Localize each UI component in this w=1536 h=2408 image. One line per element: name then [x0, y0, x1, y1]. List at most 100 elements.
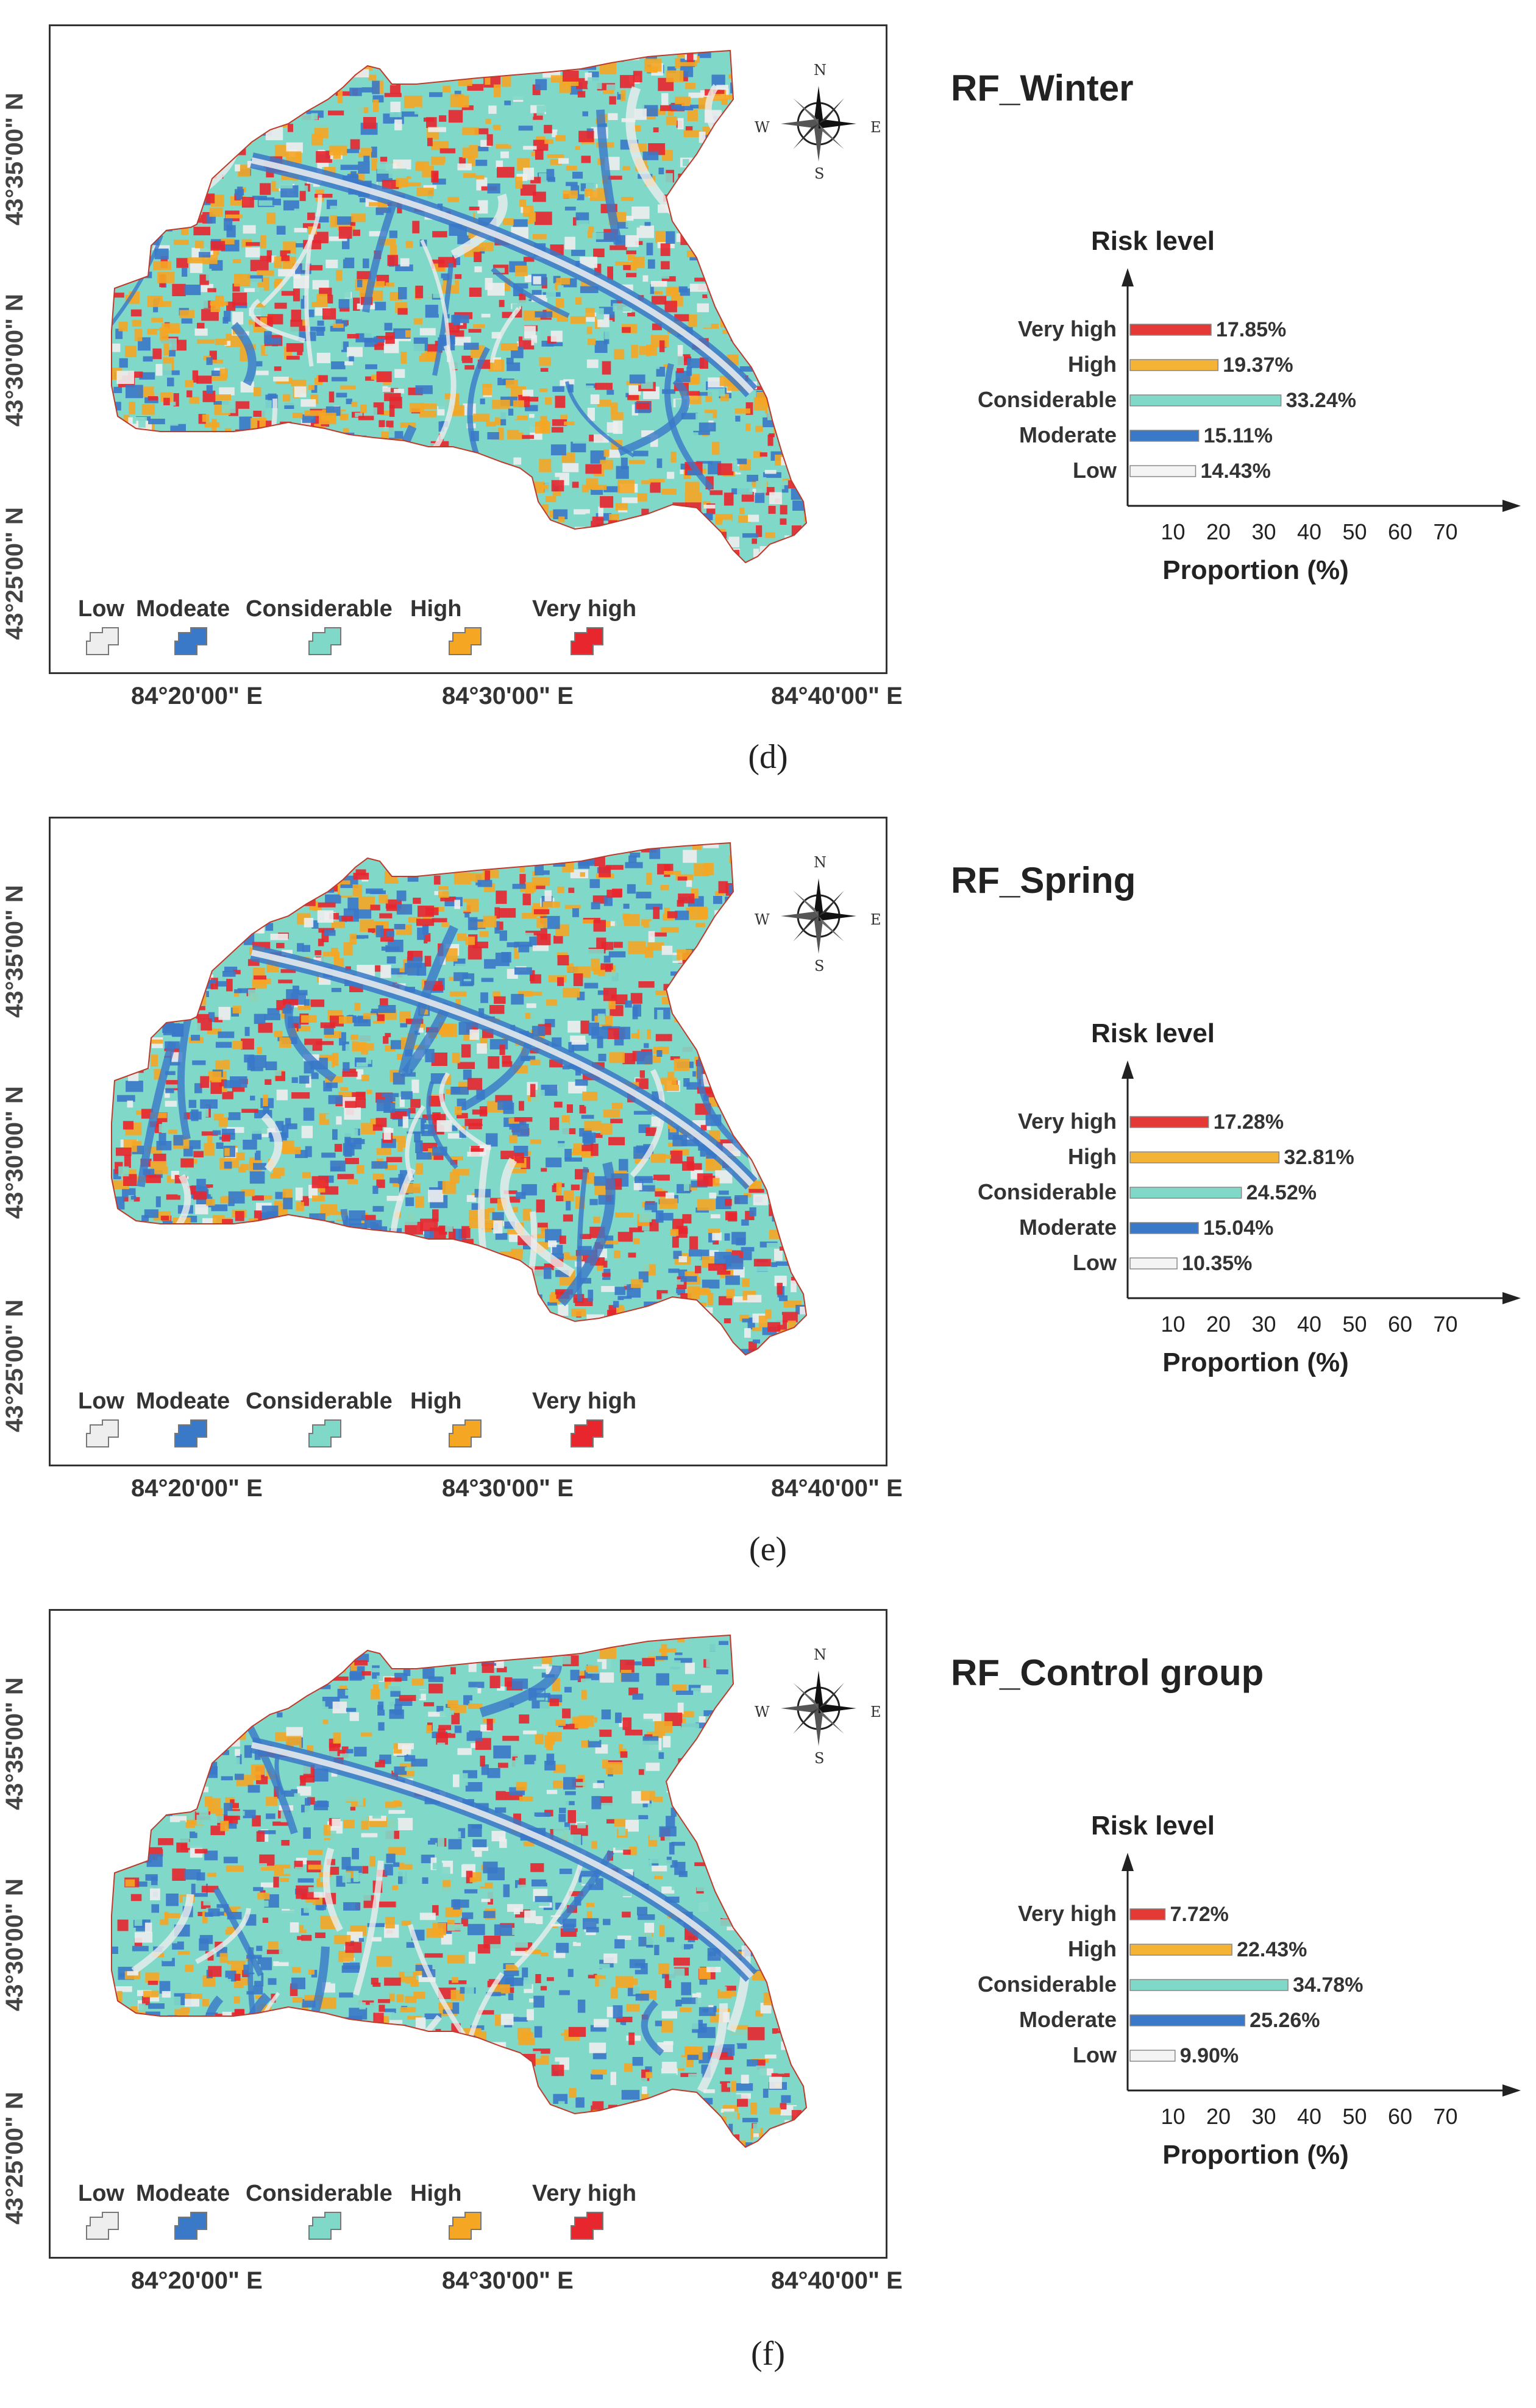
data-label: 25.26%	[1250, 2009, 1320, 2032]
category-label: Considerable	[978, 1972, 1117, 1997]
study-area-boundary	[111, 1634, 808, 2148]
data-label: 33.24%	[1286, 389, 1356, 412]
study-area-boundary	[111, 49, 808, 564]
x-axis-title: Proportion (%)	[1162, 1348, 1349, 1377]
figure-panel: N S E W Low Modeate Considerable High Very high 4…	[0, 0, 1536, 798]
bar	[1129, 465, 1196, 477]
figure-panel: N S E W Low Modeate Considerable High Very high 4…	[0, 1585, 1536, 2383]
data-label: 24.52%	[1246, 1181, 1317, 1204]
longitude-label: 84°30'00" E	[442, 1475, 574, 1502]
x-tick-label: 40	[1297, 2104, 1321, 2129]
x-axis-arrow	[1502, 500, 1521, 512]
x-tick-label: 50	[1342, 2104, 1367, 2129]
legend-swatch	[172, 627, 209, 657]
data-label: 34.78%	[1293, 1973, 1363, 1997]
x-tick-label: 20	[1206, 1312, 1231, 1337]
panel-title: RF_Control group	[951, 1652, 1264, 1693]
x-axis-title: Proportion (%)	[1162, 2140, 1349, 2170]
category-label: High	[1068, 1936, 1117, 1961]
bar	[1129, 1151, 1280, 1163]
risk-map: N S E W Low Modeate Considerable High Very high	[49, 817, 887, 1466]
figure-panel: N S E W Low Modeate Considerable High Very high 4…	[0, 792, 1536, 1591]
legend-swatch	[447, 2211, 483, 2242]
legend-label: Very high	[532, 2181, 637, 2206]
compass-letter-s: S	[814, 165, 825, 182]
legend-swatch	[172, 1419, 209, 1449]
bar	[1129, 430, 1200, 442]
bar	[1129, 2014, 1245, 2026]
compass-letter-e: E	[870, 119, 881, 136]
panel-caption: (f)	[751, 2335, 785, 2373]
legend-swatch	[84, 1419, 121, 1449]
x-tick-label: 40	[1297, 519, 1321, 544]
risk-map: N S E W Low Modeate Considerable High Very high	[49, 1609, 887, 2259]
legend-label: Low	[78, 2181, 124, 2206]
legend-label: Considerable	[246, 596, 393, 622]
legend-swatch	[569, 1419, 605, 1449]
x-axis-arrow	[1502, 1292, 1521, 1304]
compass-rose-icon	[770, 75, 867, 172]
map-region	[112, 1635, 806, 2147]
x-tick-label: 40	[1297, 1312, 1321, 1337]
bar	[1129, 1187, 1242, 1199]
latitude-label: 43°30'00" N	[1, 1878, 28, 2011]
x-tick-label: 30	[1251, 2104, 1276, 2129]
compass-letter-e: E	[870, 911, 881, 928]
panel-title: RF_Winter	[951, 68, 1134, 108]
compass-letter-n: N	[814, 1646, 827, 1663]
legend-swatch	[307, 2211, 343, 2242]
y-axis-title: Risk level	[1091, 1811, 1215, 1841]
longitude-label: 84°30'00" E	[442, 2267, 574, 2294]
legend-swatch	[447, 627, 483, 657]
compass-letter-w: W	[755, 911, 770, 928]
x-tick-label: 10	[1161, 2104, 1185, 2129]
compass-letter-e: E	[870, 1703, 881, 1721]
x-tick-label: 70	[1433, 2104, 1457, 2129]
category-label: High	[1068, 1144, 1117, 1169]
x-tick-label: 60	[1388, 2104, 1412, 2129]
bar	[1129, 324, 1212, 336]
x-tick-label: 70	[1433, 519, 1457, 544]
proportion-bar-chart: Risk level 10 20 30 40 50 60 70 Proportion (%) Ve…	[978, 1018, 1521, 1377]
legend-swatch	[569, 627, 605, 657]
y-axis-title: Risk level	[1091, 226, 1215, 256]
longitude-label: 84°40'00" E	[771, 2267, 903, 2294]
compass-letter-s: S	[814, 957, 825, 975]
compass-letter-n: N	[814, 62, 827, 79]
compass-letter-w: W	[755, 1703, 770, 1721]
risk-map-raster	[111, 49, 808, 564]
proportion-bar-chart: Risk level 10 20 30 40 50 60 70 Proportion (%) Ve…	[978, 1811, 1521, 2170]
legend-swatch	[569, 2211, 605, 2242]
bar	[1129, 394, 1282, 407]
data-label: 15.11%	[1204, 424, 1273, 447]
longitude-label: 84°40'00" E	[771, 683, 903, 709]
map-region	[112, 51, 806, 563]
y-axis-arrow	[1122, 1060, 1134, 1079]
bar	[1129, 1944, 1232, 1956]
x-tick-label: 60	[1388, 1312, 1412, 1337]
study-area-boundary	[111, 842, 808, 1356]
longitude-label: 84°20'00" E	[131, 1475, 263, 1502]
category-label: Moderate	[1019, 1215, 1117, 1240]
x-tick-label: 30	[1251, 1312, 1276, 1337]
legend-swatch	[84, 2211, 121, 2242]
latitude-label: 43°35'00" N	[1, 93, 28, 226]
legend-swatch	[307, 1419, 343, 1449]
legend-label: High	[410, 2181, 462, 2206]
map-region	[112, 843, 806, 1355]
category-label: Low	[1073, 1250, 1117, 1275]
y-axis-arrow	[1122, 268, 1134, 286]
category-label: Very high	[1018, 1901, 1117, 1926]
panel-caption: (e)	[748, 1530, 788, 1568]
legend-swatch	[172, 2211, 209, 2242]
category-label: Low	[1073, 2042, 1117, 2067]
risk-map-raster	[111, 842, 808, 1356]
compass-rose-icon	[770, 1660, 867, 1757]
legend-label: Considerable	[246, 1388, 393, 1414]
legend-label: Modeate	[136, 2181, 230, 2206]
risk-map-raster	[111, 1634, 808, 2148]
x-tick-label: 70	[1433, 1312, 1457, 1337]
x-tick-label: 20	[1206, 2104, 1231, 2129]
latitude-label: 43°35'00" N	[1, 885, 28, 1018]
data-label: 22.43%	[1237, 1938, 1307, 1961]
